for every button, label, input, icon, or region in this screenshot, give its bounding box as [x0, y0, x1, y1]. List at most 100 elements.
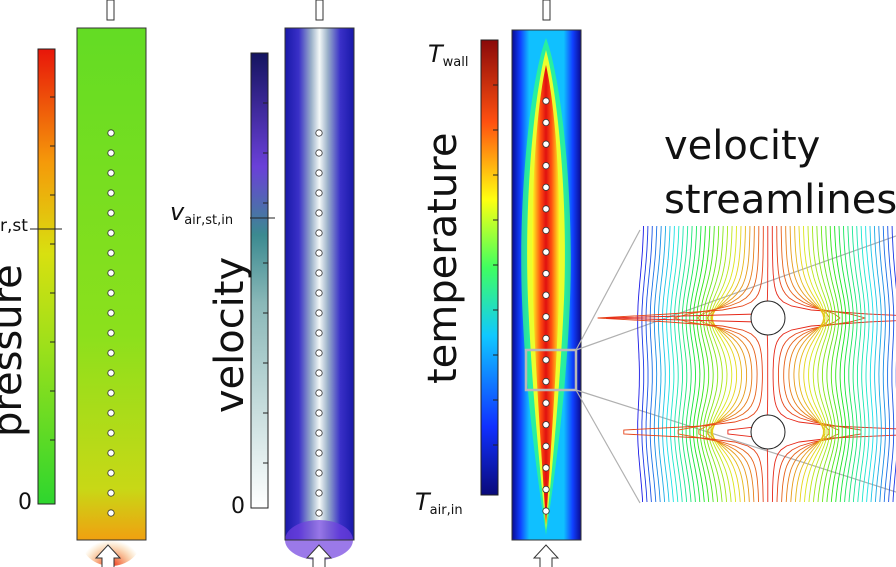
streamline: [798, 225, 825, 503]
streamline: [653, 225, 662, 503]
pressure-axis-label: pressure: [0, 264, 31, 437]
temperature-top-symbol: T: [428, 40, 443, 68]
streamline: [860, 225, 870, 503]
temperature-tube-dot: [542, 162, 550, 170]
streamline: [645, 225, 653, 503]
streamline: [825, 225, 840, 503]
velocity-inlet-arrow-icon: [305, 544, 333, 567]
streamline: [807, 225, 828, 503]
pressure-tube-dot: [107, 129, 115, 137]
velocity-axis-label: velocity: [207, 256, 253, 414]
streamline-tube-cross-section: [750, 414, 786, 450]
streamline: [666, 225, 675, 503]
temperature-tube-dot: [542, 334, 550, 342]
temperature-tube-dot: [542, 356, 550, 364]
velocity-tube-dot: [315, 269, 323, 277]
streamline: [685, 225, 698, 503]
streamline: [816, 225, 833, 503]
temperature-colorbar: [480, 39, 499, 496]
streamline-tube-cross-section: [750, 300, 786, 336]
temperature-colorbar-ticks: [493, 84, 498, 446]
pressure-tube-dot: [107, 229, 115, 237]
pressure-zero-label: 0: [18, 490, 32, 515]
pressure-colorbar-ticks: [50, 96, 55, 441]
streamline: [785, 226, 831, 503]
velocity-tube-dot: [315, 329, 323, 337]
pressure-tube-dot: [107, 349, 115, 357]
pressure-tube-dot: [107, 449, 115, 457]
zoom-box: [524, 348, 578, 392]
pressure-tube-dot: [107, 409, 115, 417]
streamline: [838, 225, 850, 503]
pressure-tube-dot: [107, 269, 115, 277]
temperature-tube-dot: [542, 464, 550, 472]
velocity-top-stub: [315, 0, 324, 21]
temperature-axis-label: temperature: [420, 132, 466, 384]
temperature-bottom-label: Tair,in: [415, 488, 463, 518]
streamline: [606, 226, 769, 502]
streamline: [662, 225, 671, 503]
temperature-tube-dot: [542, 183, 550, 191]
streamlines-title-line2: streamlines: [664, 180, 896, 220]
streamline: [705, 225, 724, 503]
zoom-connector-lower-2: [575, 389, 896, 493]
streamline: [794, 225, 825, 503]
streamline: [865, 225, 874, 503]
velocity-field: [285, 28, 354, 540]
pressure-tube-dot: [107, 389, 115, 397]
temperature-inlet-arrow-icon: [532, 544, 560, 567]
streamline: [681, 225, 693, 503]
pressure-tube-dot: [107, 189, 115, 197]
velocity-tube-dot: [315, 189, 323, 197]
velocity-tube-dot: [315, 249, 323, 257]
temperature-tube-dot: [542, 270, 550, 278]
velocity-colorbar-ticks: [263, 102, 268, 464]
streamline: [597, 226, 764, 503]
streamline: [702, 225, 720, 503]
pressure-inlet-arrow-icon: [94, 544, 122, 567]
pressure-tube-dot: [107, 489, 115, 497]
temperature-tube-dot: [542, 118, 550, 127]
temperature-top-subscript: wall: [442, 55, 469, 70]
zoom-connector-lower-1: [575, 389, 641, 504]
temperature-tube-dot: [542, 421, 550, 429]
streamline: [776, 225, 866, 503]
streamline: [649, 225, 658, 503]
streamline: [710, 226, 746, 503]
zoom-connector-upper-2: [575, 235, 896, 351]
temperature-tube-dot: [542, 399, 550, 407]
pressure-field: [77, 28, 146, 540]
streamline: [710, 225, 733, 503]
streamline: [712, 225, 742, 503]
temperature-tube-dot: [542, 205, 550, 213]
pressure-tube-dot: [107, 209, 115, 217]
velocity-tube-dot: [315, 489, 323, 497]
velocity-tube-dot: [315, 449, 323, 457]
streamline: [882, 225, 891, 503]
temperature-tube-dot: [542, 377, 550, 386]
streamline: [811, 225, 830, 503]
streamline: [708, 225, 729, 503]
streamline: [843, 225, 854, 503]
streamline: [706, 226, 751, 503]
velocity-tube-dot: [315, 389, 323, 397]
velocity-colorbar: [250, 52, 269, 509]
pressure-tube-dot: [107, 469, 115, 477]
velocity-tube-dot: [315, 149, 323, 157]
zoom-connector-upper-1: [575, 229, 641, 351]
velocity-tube-dot: [315, 509, 323, 517]
streamlines-plot: [597, 225, 896, 503]
temperature-bottom-subscript: air,in: [429, 503, 463, 518]
velocity-zero-label: 0: [231, 494, 245, 519]
streamline: [696, 225, 711, 503]
tube-markers: [107, 97, 550, 517]
velocity-tube-dot: [315, 209, 323, 217]
pressure-tube-dot: [107, 149, 115, 157]
streamline: [674, 225, 684, 503]
temperature-top-stub: [542, 0, 551, 21]
pressure-tube-dot: [107, 509, 115, 517]
streamline: [780, 226, 841, 503]
streamline: [891, 225, 896, 503]
streamline: [678, 225, 689, 503]
temperature-tube-dot: [542, 313, 550, 321]
